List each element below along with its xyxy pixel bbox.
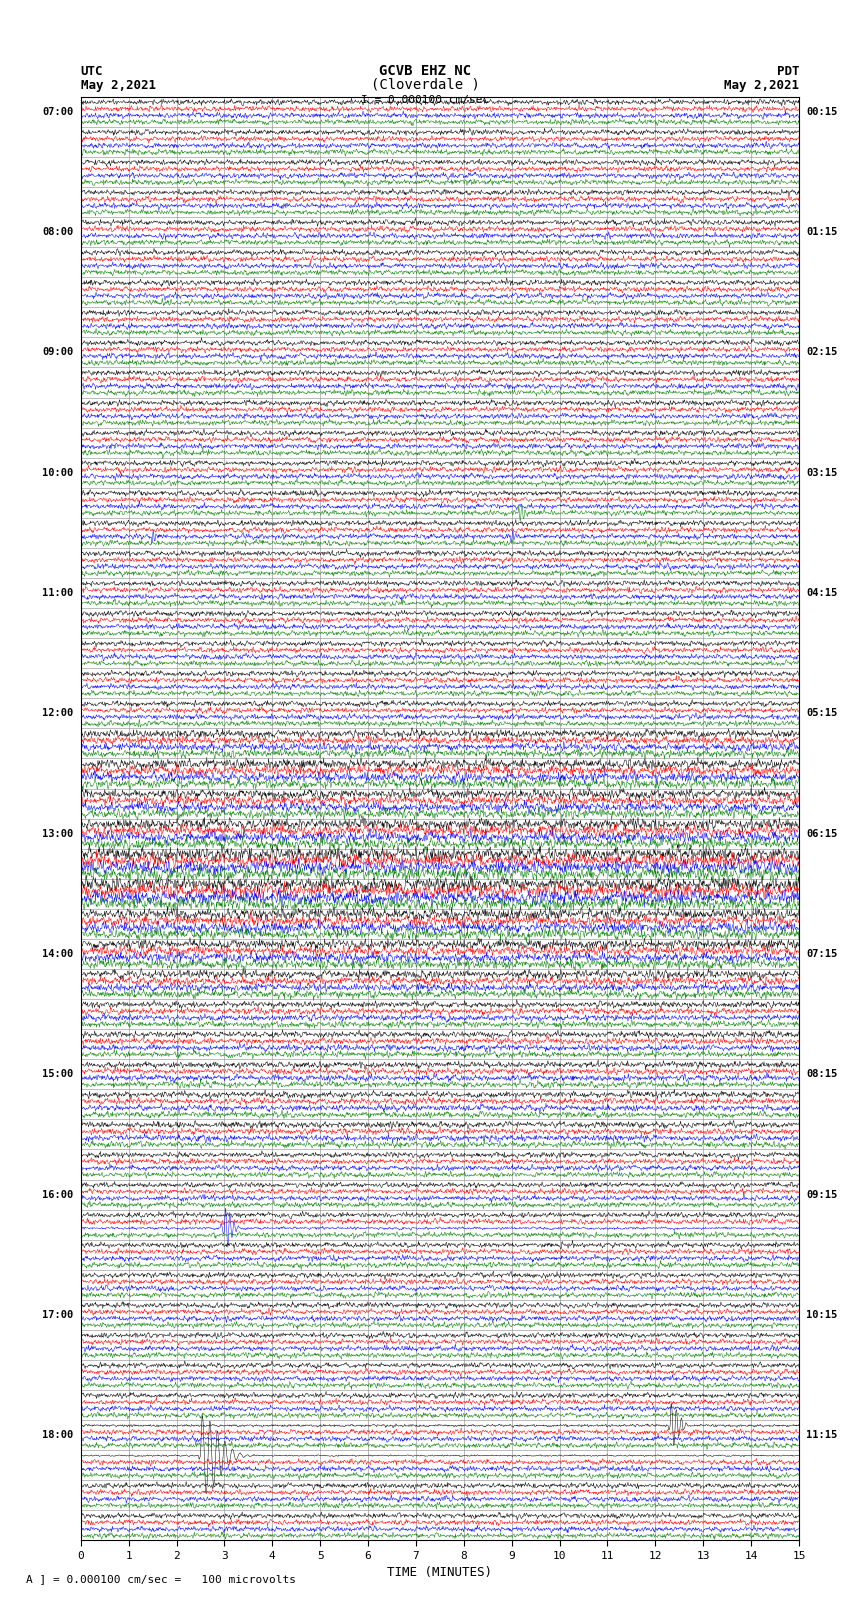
Text: 12:00: 12:00 [42,708,74,718]
Text: 00:15: 00:15 [806,106,837,116]
X-axis label: TIME (MINUTES): TIME (MINUTES) [388,1566,492,1579]
Text: I = 0.000100 cm/sec: I = 0.000100 cm/sec [361,95,489,105]
Text: 09:15: 09:15 [806,1189,837,1200]
Text: May 2,2021: May 2,2021 [724,79,799,92]
Text: 13:00: 13:00 [42,829,74,839]
Text: 08:15: 08:15 [806,1069,837,1079]
Text: 04:15: 04:15 [806,589,837,598]
Text: 16:00: 16:00 [42,1189,74,1200]
Text: A ] = 0.000100 cm/sec =   100 microvolts: A ] = 0.000100 cm/sec = 100 microvolts [26,1574,296,1584]
Text: 06:15: 06:15 [806,829,837,839]
Text: 08:00: 08:00 [42,227,74,237]
Text: 15:00: 15:00 [42,1069,74,1079]
Text: (Cloverdale ): (Cloverdale ) [371,77,479,92]
Text: PDT: PDT [777,65,799,77]
Text: 07:00: 07:00 [42,106,74,116]
Text: 10:00: 10:00 [42,468,74,477]
Text: 03:15: 03:15 [806,468,837,477]
Text: 11:15: 11:15 [806,1431,837,1440]
Text: 17:00: 17:00 [42,1310,74,1319]
Text: 10:15: 10:15 [806,1310,837,1319]
Text: 09:00: 09:00 [42,347,74,358]
Text: 14:00: 14:00 [42,948,74,960]
Text: 07:15: 07:15 [806,948,837,960]
Text: May 2,2021: May 2,2021 [81,79,156,92]
Text: 18:00: 18:00 [42,1431,74,1440]
Text: 05:15: 05:15 [806,708,837,718]
Text: UTC: UTC [81,65,103,77]
Text: 02:15: 02:15 [806,347,837,358]
Text: 11:00: 11:00 [42,589,74,598]
Text: GCVB EHZ NC: GCVB EHZ NC [379,65,471,77]
Text: 01:15: 01:15 [806,227,837,237]
